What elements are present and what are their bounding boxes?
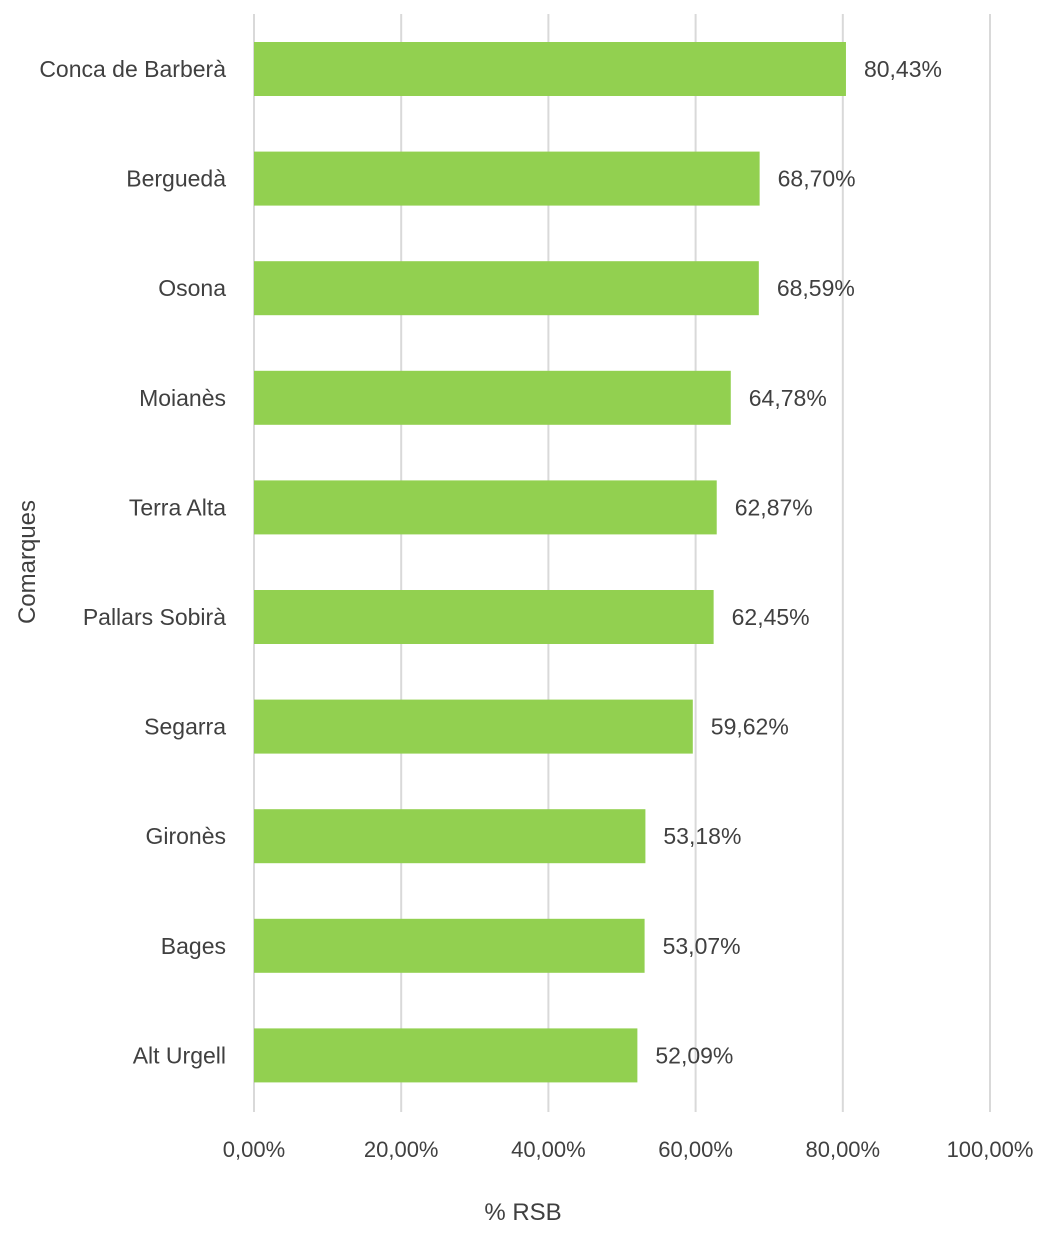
value-label: 68,59% [777,275,855,301]
bar [254,480,717,535]
x-tick-label: 80,00% [805,1137,880,1162]
x-tick-label: 40,00% [511,1137,586,1162]
value-label: 53,07% [663,933,741,959]
category-label: Segarra [144,714,226,740]
bar [254,590,714,644]
category-labels: Conca de Barberà Berguedà Osona Moianès Terr… [39,56,226,1068]
x-axis-title: % RSB [484,1199,561,1226]
category-label: Osona [158,275,226,301]
bar [254,809,646,864]
value-label: 52,09% [655,1042,733,1068]
x-tick-label: 20,00% [364,1137,439,1162]
x-tick-label: 100,00% [947,1137,1034,1162]
value-label: 80,43% [864,56,942,82]
category-label: Gironès [145,823,226,849]
bar [254,1028,638,1083]
category-label: Moianès [139,385,226,411]
category-label: Conca de Barberà [39,56,226,82]
value-label: 62,87% [735,494,813,520]
value-labels: 80,43% 68,70% 68,59% 64,78% 62,87% 62,45% 59,6… [655,56,942,1068]
value-label: 68,70% [778,166,856,192]
value-label: 59,62% [711,714,789,740]
value-label: 53,18% [663,823,741,849]
value-label: 64,78% [749,385,827,411]
category-label: Bages [161,933,226,959]
value-label: 62,45% [732,604,810,630]
bar [254,699,693,754]
category-label: Berguedà [126,166,226,192]
bar [254,151,760,206]
category-label: Terra Alta [129,494,226,520]
x-tick-label: 60,00% [658,1137,733,1162]
bar [254,261,759,316]
x-tick-labels: 0,00% 20,00% 40,00% 60,00% 80,00% 100,00% [223,1137,1034,1162]
bar [254,918,645,973]
bars [254,42,846,1083]
x-tick-label: 0,00% [223,1137,285,1162]
y-axis-title: Comarques [14,500,41,624]
category-label: Alt Urgell [133,1042,226,1068]
bar [254,42,846,96]
bar [254,370,731,425]
category-label: Pallars Sobirà [83,604,226,630]
